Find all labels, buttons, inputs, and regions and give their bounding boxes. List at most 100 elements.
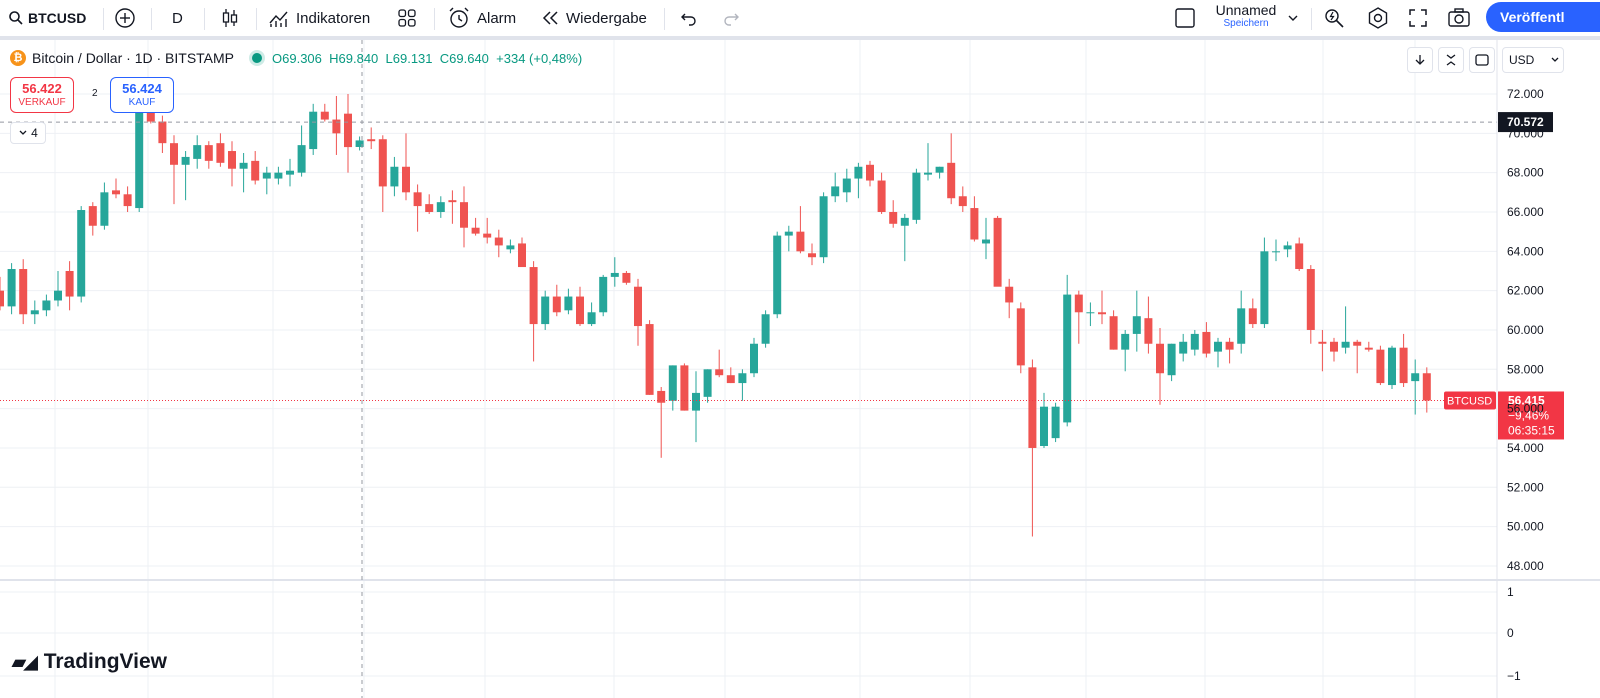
candle-body [1388, 347, 1396, 386]
buy-price: 56.424 [122, 81, 162, 96]
candle-body [460, 202, 468, 228]
candle-body [668, 365, 677, 401]
redo-icon [724, 13, 739, 26]
candle-body [970, 208, 979, 240]
compare-symbol-button[interactable] [114, 0, 136, 36]
last-change-label: −9,46% [1508, 408, 1549, 422]
indicators-toggle[interactable]: 4 [10, 122, 46, 144]
symbol-search-button[interactable]: BTCUSD [8, 0, 86, 36]
collapse-icon [1446, 54, 1456, 66]
candle-body [471, 227, 480, 234]
symbol-name: BTCUSD [28, 10, 87, 26]
candle-body [7, 269, 16, 307]
candle-body [436, 202, 445, 212]
price-tick-label: 56.000 [1507, 402, 1544, 416]
maximize-pane-button[interactable] [1469, 47, 1495, 73]
spread-value: 2 [92, 88, 98, 99]
chevron-down-icon [1551, 57, 1559, 62]
candle-series [0, 84, 1431, 537]
candle-body [42, 300, 51, 311]
scroll-down-button[interactable] [1407, 47, 1433, 73]
candle-body [1202, 331, 1211, 354]
candle-body [1156, 343, 1164, 374]
collapse-button[interactable] [1438, 47, 1464, 73]
search-icon [9, 11, 23, 25]
candle-body [1063, 294, 1072, 423]
candle-body [286, 170, 294, 175]
candle-body [703, 369, 712, 397]
chart-grid [0, 40, 1600, 698]
candle-body [123, 194, 132, 207]
add-symbol-icon [115, 8, 135, 28]
alert-label: Alarm [477, 9, 517, 27]
screenshot-button[interactable] [1447, 0, 1471, 36]
quick-search-icon [1325, 9, 1344, 28]
indicators-label: Indikatoren [296, 9, 371, 27]
buy-button[interactable]: 56.424 KAUF [110, 77, 174, 113]
interval-button[interactable]: D [172, 0, 183, 36]
candle-body [216, 143, 225, 163]
interval-label: D [172, 9, 183, 27]
chart-type-button[interactable] [219, 0, 241, 36]
ohlc-values: O69.306 H69.840 L69.131 C69.640 +334 (+0… [272, 51, 582, 66]
layout-menu-button[interactable] [1287, 0, 1299, 36]
last-price-label: 56.415 [1508, 393, 1545, 407]
redo-button[interactable] [721, 0, 741, 36]
settings-button[interactable] [1366, 0, 1390, 36]
candle-body [622, 272, 631, 283]
templates-button[interactable] [396, 0, 418, 36]
ohlc-change: +334 (+0,48%) [496, 50, 583, 66]
symbol-title[interactable]: Bitcoin / Dollar · 1D · BITSTAMP [32, 50, 235, 66]
candle-body [610, 272, 619, 277]
candle-body [1330, 341, 1338, 352]
candle-body [657, 390, 666, 403]
quick-search-button[interactable] [1323, 0, 1345, 36]
tradingview-logo[interactable]: ▰◢ TradingView [12, 650, 167, 674]
sell-price: 56.422 [22, 81, 62, 96]
publish-button[interactable]: Veröffentl [1486, 2, 1600, 32]
alert-button[interactable]: Alarm [447, 0, 516, 36]
candle-body [344, 113, 352, 148]
candle-body [947, 162, 956, 199]
candle-body [726, 375, 735, 384]
currency-select[interactable]: USD [1502, 47, 1564, 73]
candle-body [77, 210, 86, 297]
candle-body [1190, 333, 1199, 350]
candle-body [1422, 373, 1431, 401]
price-tick-label: 72.000 [1507, 87, 1544, 101]
layout-name[interactable]: Unnamed Speichern [1212, 3, 1280, 29]
ohlc-low: L69.131 [385, 50, 433, 66]
candle-body [1132, 316, 1141, 334]
tradingview-mark-icon: ▰◢ [12, 651, 38, 672]
candle-body [877, 180, 886, 212]
price-tick-label: 68.000 [1507, 166, 1544, 180]
candle-body [332, 119, 341, 134]
sub-pane-tick-label: 1 [1507, 585, 1514, 599]
fullscreen-button[interactable] [1408, 0, 1428, 36]
candle-body [378, 139, 387, 187]
crosshair-price-label: 70.572 [1507, 115, 1544, 129]
candle-body [715, 369, 724, 376]
candle-body [866, 164, 874, 181]
sell-label: VERKAUF [18, 97, 66, 108]
candle-body [889, 211, 898, 224]
layout-name-label: Unnamed [1215, 2, 1277, 18]
candle-body [784, 231, 793, 236]
bitcoin-logo-icon: ₿ [10, 50, 26, 66]
layout-button[interactable] [1174, 0, 1196, 36]
candle-body [251, 160, 260, 181]
candle-body [924, 172, 932, 175]
candle-body [958, 196, 967, 207]
indicators-button[interactable]: Indikatoren [268, 0, 370, 36]
chevron-down-icon [19, 130, 27, 135]
undo-button[interactable] [679, 0, 699, 36]
candle-body [1098, 312, 1106, 315]
candle-body [587, 312, 596, 325]
sell-button[interactable]: 56.422 VERKAUF [10, 77, 74, 113]
candle-body [425, 204, 434, 212]
candle-body [599, 276, 608, 313]
replay-button[interactable]: Wiedergabe [540, 0, 647, 36]
camera-icon [1448, 8, 1470, 27]
candle-body [1318, 341, 1327, 344]
